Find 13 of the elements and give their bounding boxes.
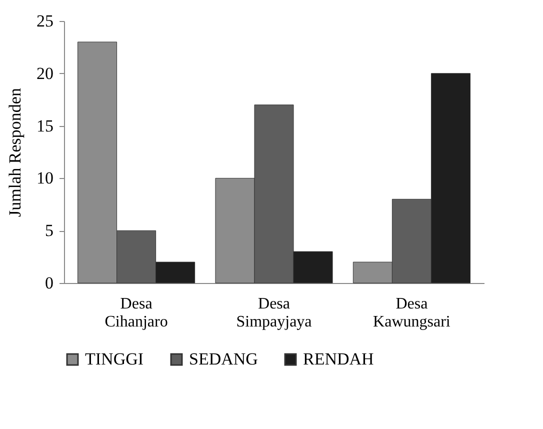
- x-tick-label: Desa Simpayjaya: [236, 296, 312, 330]
- y-tick-label: 10: [36, 168, 54, 188]
- y-tick-label: 5: [45, 221, 54, 240]
- y-tick-label: 20: [36, 64, 54, 83]
- y-axis-title: Jumlah Responden: [6, 88, 24, 217]
- x-tick-label: Desa Cihanjaro: [104, 296, 168, 330]
- legend-label: RENDAH: [303, 350, 374, 369]
- x-tick-label: Desa Kawungsari: [373, 296, 451, 330]
- legend-label: TINGGI: [85, 350, 144, 369]
- y-tick-label: 25: [36, 12, 54, 30]
- legend-label: SEDANG: [189, 350, 258, 369]
- y-tick-label: 0: [45, 274, 54, 292]
- y-tick-label: 15: [36, 116, 54, 136]
